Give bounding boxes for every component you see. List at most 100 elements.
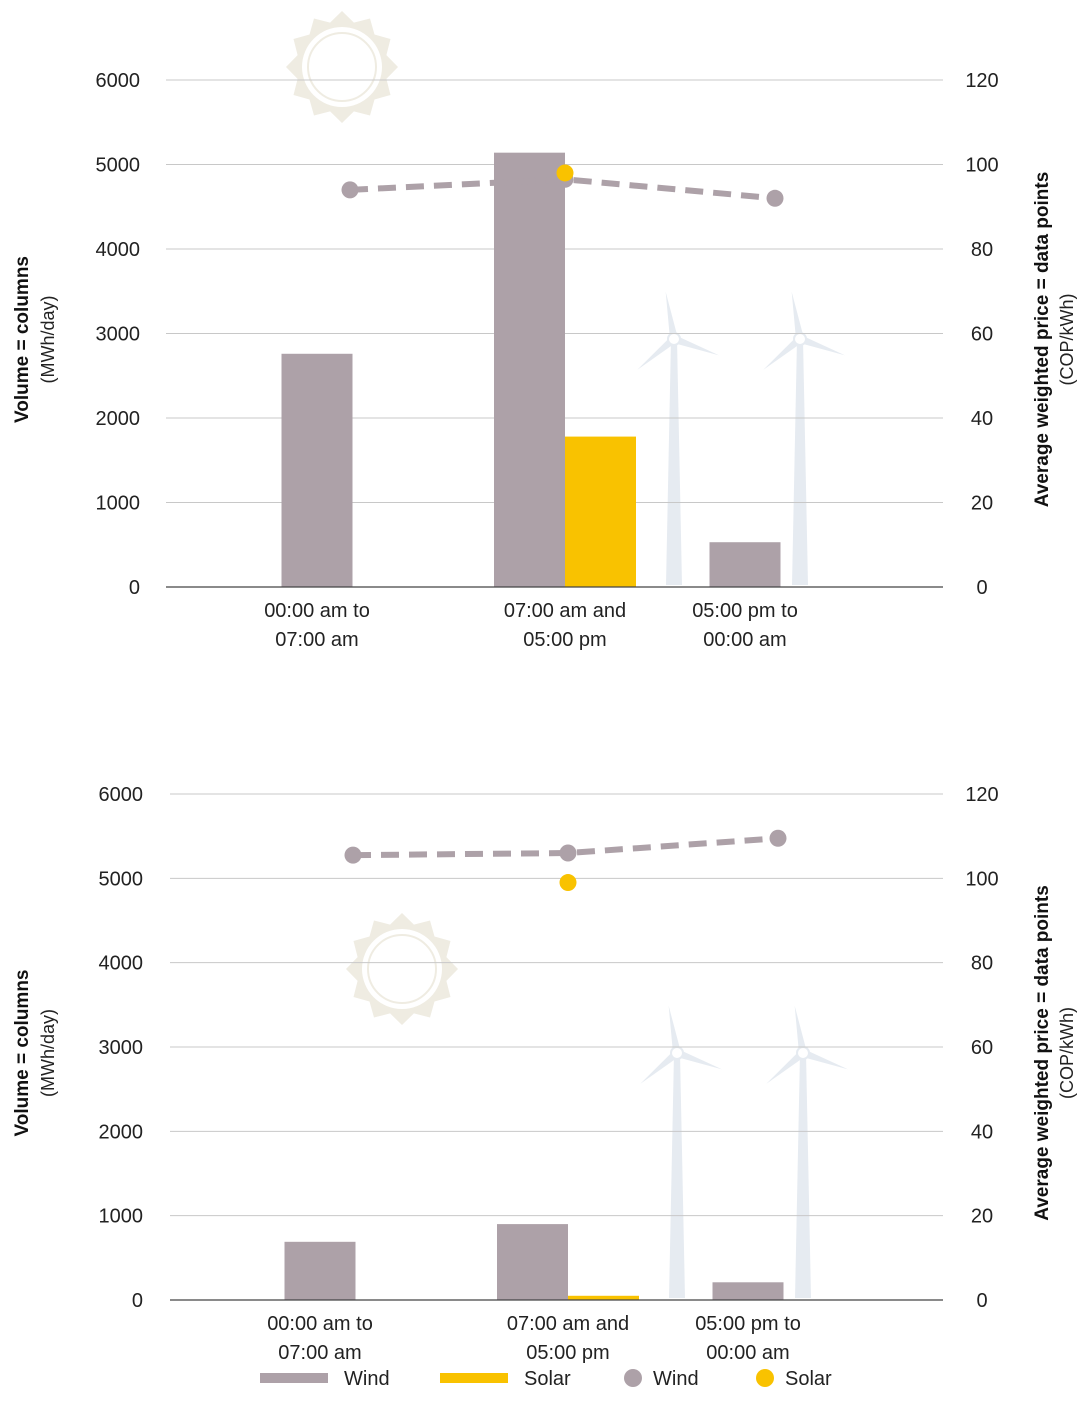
- turbine-blade: [665, 291, 678, 340]
- left-tick-label: 6000: [99, 784, 144, 806]
- right-axis-unit: (COP/kWh): [1057, 294, 1077, 386]
- right-tick-label: 60: [971, 1037, 993, 1059]
- x-category-label: 05:00 pm to: [692, 600, 798, 622]
- x-category-label: 05:00 pm: [526, 1342, 609, 1364]
- x-category-label: 00:00 am: [703, 629, 786, 651]
- sun-icon: [286, 11, 398, 123]
- turbine-blade: [791, 291, 804, 340]
- right-tick-label: 20: [971, 1206, 993, 1228]
- turbine-tower: [666, 339, 682, 585]
- right-axis-unit: (COP/kWh): [1057, 1007, 1077, 1099]
- legend: Wind Solar Wind Solar: [260, 1368, 832, 1390]
- solar-price-point: [556, 164, 574, 182]
- x-category-label: 05:00 pm: [523, 629, 606, 651]
- bar-wind: [494, 152, 565, 588]
- legend-item: Solar: [440, 1368, 571, 1390]
- chart-1: 0 0 1000 20 2000 40 3000 60 4000 80 5000 100 6000 120…: [12, 11, 1077, 651]
- left-tick-label: 4000: [99, 953, 144, 975]
- x-category-label: 07:00 am and: [507, 1313, 629, 1335]
- turbine-hub: [670, 1046, 684, 1060]
- chart-2: 0 0 1000 20 2000 40 3000 60 4000 80 5000 100 6000 120…: [12, 784, 1077, 1364]
- wind-price-point: [341, 181, 359, 199]
- legend-swatch-bar: [440, 1373, 508, 1383]
- left-tick-label: 6000: [96, 70, 141, 92]
- wind-price-point: [559, 844, 577, 862]
- x-category-label: 05:00 pm to: [695, 1313, 801, 1335]
- bar-wind: [709, 542, 781, 587]
- left-tick-label: 0: [129, 577, 140, 599]
- x-category-label: 07:00 am: [275, 629, 358, 651]
- left-tick-label: 0: [132, 1290, 143, 1312]
- wind-price-point: [766, 189, 784, 207]
- turbine-tower: [669, 1053, 685, 1298]
- sun-icon: [346, 913, 458, 1025]
- sun-ring: [307, 32, 377, 102]
- x-category-label: 00:00 am to: [264, 600, 370, 622]
- left-tick-label: 5000: [99, 868, 144, 890]
- right-tick-label: 120: [965, 784, 998, 806]
- turbine-hub: [796, 1046, 810, 1060]
- wind-turbine-icon: [640, 1005, 723, 1298]
- sun-core: [302, 27, 382, 107]
- right-axis-title: Average weighted price = data points: [1032, 172, 1053, 508]
- turbine-blade: [798, 335, 846, 356]
- legend-label: Wind: [344, 1368, 390, 1390]
- left-axis-unit: (MWh/day): [38, 295, 58, 383]
- right-tick-label: 60: [971, 324, 993, 346]
- turbine-tower: [792, 339, 808, 585]
- turbine-blade: [640, 1049, 680, 1084]
- turbine-blade: [766, 1049, 806, 1084]
- left-tick-label: 2000: [99, 1121, 144, 1143]
- bar-wind: [497, 1224, 568, 1300]
- wind-price-dashed-line: [352, 835, 779, 859]
- left-tick-label: 3000: [99, 1037, 144, 1059]
- legend-item: Solar: [756, 1368, 832, 1390]
- wind-turbine-icon: [763, 291, 846, 585]
- right-tick-label: 80: [971, 239, 993, 261]
- x-category-label: 07:00 am and: [504, 600, 626, 622]
- solar-price-point: [559, 874, 577, 892]
- right-tick-label: 40: [971, 1121, 993, 1143]
- left-tick-label: 1000: [96, 493, 141, 515]
- left-axis-title: Volume = columns: [12, 970, 33, 1137]
- left-axis-title: Volume = columns: [12, 256, 33, 423]
- sun-ring: [367, 934, 437, 1004]
- x-category-label: 00:00 am to: [267, 1313, 373, 1335]
- right-tick-label: 20: [971, 493, 993, 515]
- sun-core: [362, 929, 442, 1009]
- legend-label: Wind: [653, 1368, 699, 1390]
- turbine-blade: [672, 335, 720, 356]
- left-tick-label: 2000: [96, 408, 141, 430]
- right-tick-label: 0: [976, 577, 987, 599]
- right-tick-label: 80: [971, 953, 993, 975]
- wind-price-dashed-line: [349, 176, 776, 202]
- wind-turbine-icon: [637, 291, 720, 585]
- right-tick-label: 120: [965, 70, 998, 92]
- wind-price-point: [344, 846, 362, 864]
- right-tick-label: 0: [976, 1290, 987, 1312]
- turbine-blade: [668, 1005, 681, 1054]
- left-tick-label: 3000: [96, 324, 141, 346]
- bar-wind: [284, 1241, 356, 1300]
- bar-solar: [565, 436, 636, 587]
- turbine-hub: [667, 332, 681, 346]
- turbine-blade: [763, 335, 803, 370]
- left-axis-unit: (MWh/day): [38, 1009, 58, 1097]
- legend-swatch-bar: [260, 1373, 328, 1383]
- turbine-blade: [801, 1049, 849, 1070]
- legend-label: Solar: [524, 1368, 571, 1390]
- x-category-label: 00:00 am: [706, 1342, 789, 1364]
- right-tick-label: 100: [965, 868, 998, 890]
- x-category-label: 07:00 am: [278, 1342, 361, 1364]
- legend-label: Solar: [785, 1368, 832, 1390]
- right-tick-label: 40: [971, 408, 993, 430]
- bar-wind: [712, 1282, 784, 1300]
- legend-swatch-dot: [756, 1369, 774, 1387]
- bar-wind: [281, 353, 353, 587]
- wind-price-point: [769, 829, 787, 847]
- right-axis-title: Average weighted price = data points: [1032, 885, 1053, 1221]
- wind-turbine-icon: [766, 1005, 849, 1298]
- turbine-blade: [794, 1005, 807, 1054]
